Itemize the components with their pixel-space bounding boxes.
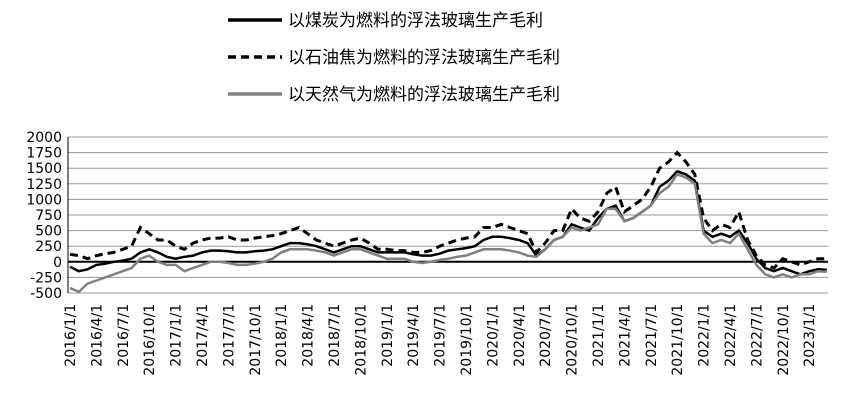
x-tick-label: 2019/7/1 [433,304,449,367]
x-tick-label: 2022/10/1 [776,304,792,376]
x-tick-label: 2017/10/1 [248,304,264,376]
series-line [69,150,827,270]
x-tick-label: 2022/4/1 [723,304,739,367]
x-tick-label: 2019/10/1 [459,304,475,376]
y-tick-label: -500 [30,286,62,302]
y-tick-label: 500 [35,224,62,240]
legend-label: 以石油焦为燃料的浮法玻璃生产毛利 [288,48,560,68]
x-tick-label: 2021/7/1 [644,304,660,367]
x-tick-label: 2021/1/1 [591,304,607,367]
x-tick-label: 2016/10/1 [142,304,158,376]
x-tick-label: 2017/1/1 [169,304,185,367]
x-tick-label: 2020/4/1 [512,304,528,367]
x-tick-label: 2022/1/1 [697,304,713,367]
x-tick-label: 2018/7/1 [327,304,343,367]
y-tick-label: 1250 [26,177,62,193]
x-tick-label: 2019/1/1 [380,304,396,367]
x-tick-label: 2020/1/1 [485,304,501,367]
x-tick-label: 2021/4/1 [617,304,633,367]
x-tick-label: 2023/1/1 [802,304,818,367]
y-tick-label: 1500 [26,161,62,177]
x-tick-label: 2018/1/1 [274,304,290,367]
x-tick-label: 2017/7/1 [221,304,237,367]
y-tick-label: -250 [30,270,62,286]
y-tick-label: 750 [35,208,62,224]
x-tick-label: 2020/10/1 [565,304,581,376]
x-tick-label: 2017/4/1 [195,304,211,367]
series-line [69,172,827,294]
x-tick-label: 2020/7/1 [538,304,554,367]
x-tick-label: 2016/1/1 [63,304,79,367]
y-tick-label: 0 [53,255,62,271]
legend-label: 以煤炭为燃料的浮法玻璃生产毛利 [288,11,543,31]
x-tick-label: 2022/7/1 [749,304,765,367]
y-tick-label: 1750 [26,146,62,162]
x-tick-label: 2019/4/1 [406,304,422,367]
y-tick-label: 1000 [26,192,62,208]
y-tick-label: 250 [35,239,62,255]
x-tick-label: 2018/10/1 [353,304,369,376]
y-tick-label: 2000 [26,130,62,146]
x-tick-label: 2016/7/1 [116,304,132,367]
x-tick-label: 2016/4/1 [89,304,105,367]
x-tick-label: 2018/4/1 [301,304,317,367]
legend-label: 以天然气为燃料的浮法玻璃生产毛利 [288,85,560,105]
x-tick-label: 2021/10/1 [670,304,686,376]
